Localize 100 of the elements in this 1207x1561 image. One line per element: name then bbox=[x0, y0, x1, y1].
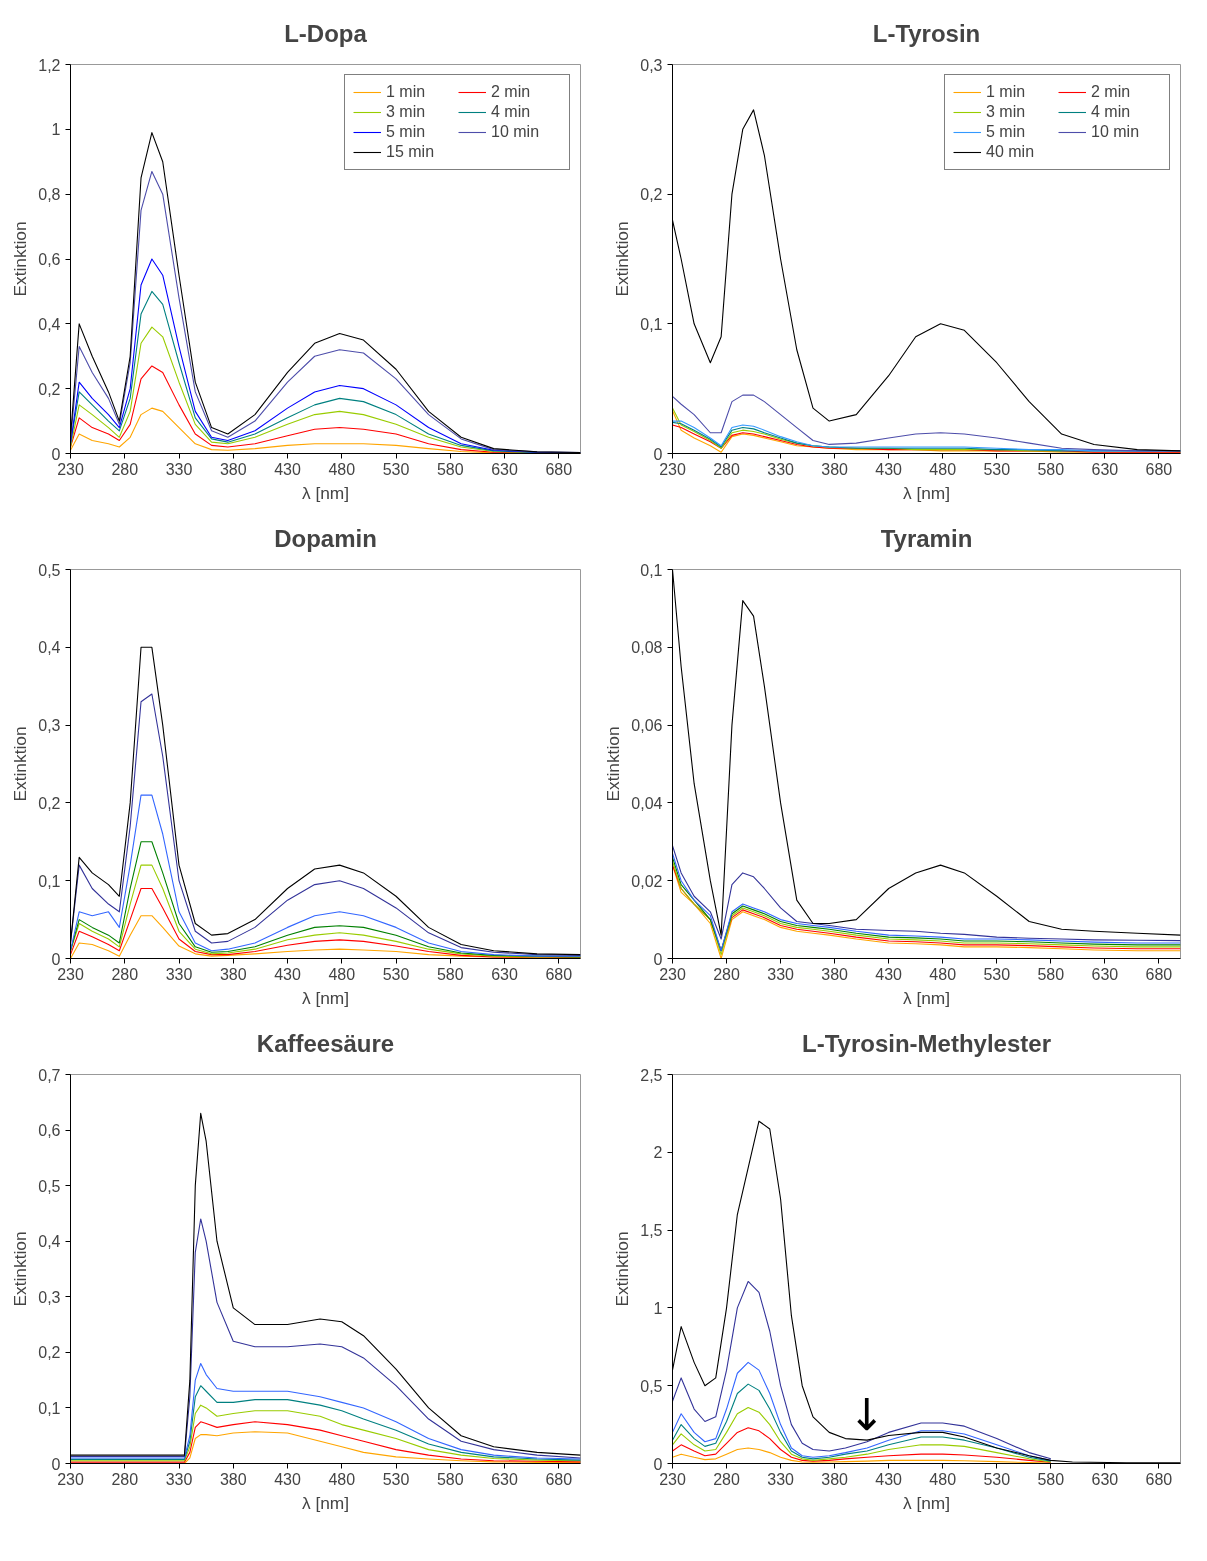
annotation: ↓ bbox=[848, 1389, 886, 1441]
y-tick-label: 2,5 bbox=[640, 1066, 663, 1084]
chart-title: L-Tyrosin bbox=[872, 20, 981, 47]
legend-label: 3 min bbox=[986, 103, 1027, 121]
y-tick-label: 0,1 bbox=[38, 872, 61, 890]
y-tick-label: 0 bbox=[653, 950, 663, 968]
x-tick-label: 330 bbox=[767, 965, 795, 983]
x-axis-title: λ [nm] bbox=[301, 482, 350, 503]
x-tick-label: 580 bbox=[436, 460, 464, 478]
x-tick-label: 530 bbox=[382, 460, 410, 478]
x-tick-label: 580 bbox=[1037, 1470, 1065, 1488]
legend-label: 4 min bbox=[1091, 103, 1132, 121]
x-tick-label: 380 bbox=[219, 965, 247, 983]
legend-label: 2 min bbox=[1091, 83, 1132, 101]
y-tick-label: 0,08 bbox=[631, 639, 663, 657]
x-tick-label: 480 bbox=[328, 1470, 356, 1488]
x-tick-label: 680 bbox=[1145, 460, 1173, 478]
x-tick-label: 630 bbox=[1091, 1470, 1119, 1488]
y-tick-label: 0 bbox=[51, 950, 61, 968]
x-tick-label: 430 bbox=[875, 460, 903, 478]
x-tick-label: 630 bbox=[491, 965, 518, 983]
x-axis-title: λ [nm] bbox=[902, 1492, 951, 1513]
y-tick-label: 0,04 bbox=[631, 794, 663, 812]
x-tick-label: 630 bbox=[491, 460, 518, 478]
x-tick-label: 680 bbox=[1145, 1470, 1173, 1488]
x-tick-label: 530 bbox=[983, 1470, 1011, 1488]
y-tick-label: 0,4 bbox=[38, 315, 61, 333]
x-tick-label: 330 bbox=[165, 1470, 193, 1488]
y-tick-label: 1 bbox=[653, 1299, 663, 1317]
x-tick-label: 480 bbox=[929, 965, 957, 983]
legend-label: 5 min bbox=[986, 123, 1027, 141]
legend-label: 10 min bbox=[1091, 123, 1141, 141]
x-tick-label: 430 bbox=[274, 460, 301, 478]
chart-title: L-Tyrosin-Methylester bbox=[802, 1030, 1051, 1057]
y-tick-label: 0,1 bbox=[640, 315, 663, 333]
y-tick-label: 0,7 bbox=[38, 1066, 61, 1084]
x-tick-label: 280 bbox=[111, 1470, 139, 1488]
x-tick-label: 530 bbox=[983, 460, 1011, 478]
legend-label: 4 min bbox=[491, 103, 532, 121]
x-tick-label: 630 bbox=[1091, 460, 1119, 478]
x-tick-label: 580 bbox=[1037, 460, 1065, 478]
x-tick-label: 480 bbox=[328, 460, 356, 478]
y-tick-label: 1 bbox=[51, 121, 61, 139]
x-tick-label: 680 bbox=[1145, 965, 1173, 983]
x-tick-label: 330 bbox=[165, 460, 193, 478]
y-tick-label: 0,4 bbox=[38, 639, 61, 657]
y-tick-label: 0 bbox=[51, 445, 61, 463]
x-tick-label: 380 bbox=[219, 460, 247, 478]
y-axis-title: Extinktion bbox=[603, 726, 624, 802]
y-tick-label: 1,2 bbox=[38, 56, 61, 74]
x-tick-label: 680 bbox=[545, 1470, 573, 1488]
y-tick-label: 0,2 bbox=[640, 186, 663, 204]
x-tick-label: 280 bbox=[713, 965, 740, 983]
y-tick-label: 1,5 bbox=[640, 1222, 663, 1240]
y-tick-label: 0,4 bbox=[38, 1233, 61, 1251]
x-tick-label: 680 bbox=[545, 965, 573, 983]
y-tick-label: 0,3 bbox=[38, 717, 61, 735]
legend-label: 1 min bbox=[986, 83, 1027, 101]
x-tick-label: 280 bbox=[713, 1470, 740, 1488]
legend-label: 2 min bbox=[491, 83, 532, 101]
legend-label: 40 min bbox=[986, 143, 1036, 161]
x-axis-title: λ [nm] bbox=[902, 987, 951, 1008]
y-tick-label: 0,2 bbox=[38, 380, 61, 398]
y-tick-label: 0,1 bbox=[38, 1399, 61, 1417]
x-tick-label: 430 bbox=[274, 1470, 301, 1488]
chart-title: L-Dopa bbox=[284, 20, 368, 47]
x-tick-label: 230 bbox=[57, 1470, 84, 1488]
x-tick-label: 580 bbox=[436, 1470, 464, 1488]
y-tick-label: 0,8 bbox=[38, 186, 61, 204]
legend-label: 1 min bbox=[386, 83, 427, 101]
x-tick-label: 630 bbox=[491, 1470, 518, 1488]
x-tick-label: 280 bbox=[111, 460, 139, 478]
x-tick-label: 380 bbox=[821, 1470, 849, 1488]
x-tick-label: 430 bbox=[274, 965, 301, 983]
legend-label: 10 min bbox=[491, 123, 541, 141]
y-tick-label: 0,5 bbox=[38, 561, 61, 579]
x-tick-label: 230 bbox=[57, 965, 84, 983]
y-tick-label: 0,3 bbox=[38, 1288, 61, 1306]
legend-label: 3 min bbox=[386, 103, 427, 121]
x-tick-label: 330 bbox=[767, 460, 795, 478]
x-tick-label: 380 bbox=[821, 965, 849, 983]
x-tick-label: 430 bbox=[875, 1470, 903, 1488]
x-tick-label: 530 bbox=[382, 965, 410, 983]
y-tick-label: 0,5 bbox=[640, 1377, 663, 1395]
x-tick-label: 480 bbox=[929, 1470, 957, 1488]
chart-title: Tyramin bbox=[880, 525, 973, 552]
x-axis-title: λ [nm] bbox=[301, 1492, 350, 1513]
x-tick-label: 230 bbox=[659, 965, 686, 983]
y-tick-label: 0,06 bbox=[631, 717, 663, 735]
x-tick-label: 280 bbox=[713, 460, 740, 478]
x-tick-label: 230 bbox=[57, 460, 84, 478]
y-tick-label: 0,2 bbox=[38, 1344, 61, 1362]
x-tick-label: 580 bbox=[436, 965, 464, 983]
x-tick-label: 680 bbox=[545, 460, 573, 478]
y-tick-label: 0,1 bbox=[640, 561, 663, 579]
x-tick-label: 580 bbox=[1037, 965, 1065, 983]
y-tick-label: 0,6 bbox=[38, 251, 61, 268]
y-axis-title: Extinktion bbox=[10, 221, 31, 297]
y-tick-label: 0 bbox=[653, 445, 663, 463]
x-tick-label: 530 bbox=[382, 1470, 410, 1488]
